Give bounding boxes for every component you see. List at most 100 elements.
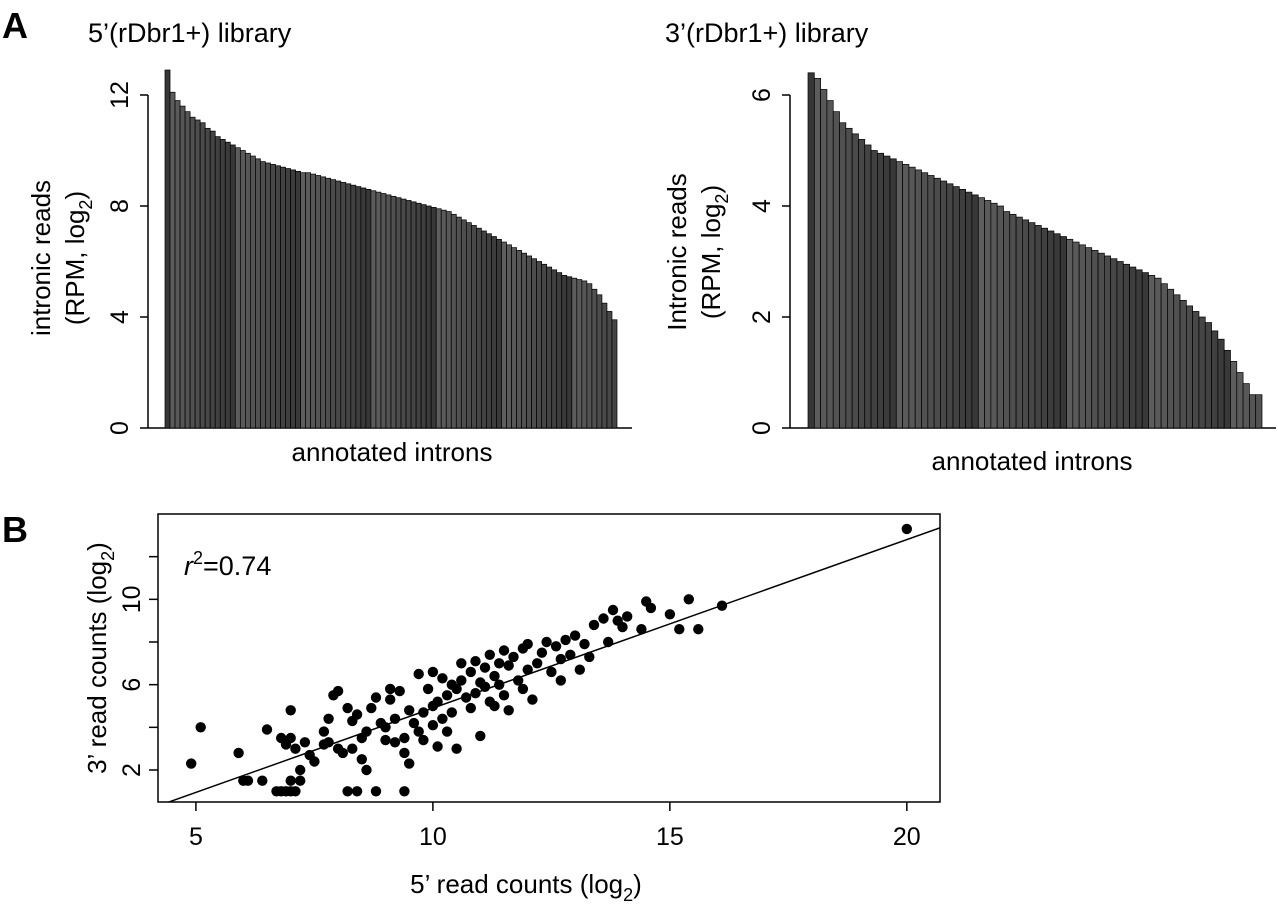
left-bar: [586, 283, 593, 429]
left-bar: [295, 170, 301, 429]
left-bar: [219, 139, 226, 429]
scatter-point: [546, 666, 557, 678]
left-bar: [536, 261, 543, 429]
scatter-point: [309, 756, 320, 767]
left-y-label-sub: 2: [76, 200, 96, 210]
right-bar: [1072, 241, 1080, 429]
left-chart-title: 5’(rDbr1+) library: [88, 18, 292, 48]
scatter-point: [489, 700, 500, 712]
right-bar: [851, 133, 859, 429]
left-bar: [375, 191, 382, 429]
scatter-point: [385, 694, 396, 705]
right-y-label-sub: 2: [712, 194, 732, 204]
scatter-x-tick-label: 5: [189, 823, 203, 851]
left-bar: [320, 176, 327, 429]
scatter-point: [607, 604, 619, 616]
left-bar: [310, 173, 317, 429]
left-bar: [566, 276, 573, 429]
scatter-point: [323, 713, 334, 724]
scatter-point: [498, 690, 510, 701]
left-bar: [395, 197, 402, 429]
scatter-point: [242, 775, 254, 786]
scatter-point: [901, 523, 912, 535]
scatter-point: [579, 638, 590, 650]
scatter-point: [645, 602, 657, 614]
scatter-axes: 5 10 15 20 2 6 10: [118, 555, 921, 851]
scatter-point: [342, 786, 353, 797]
left-bar: [360, 187, 367, 429]
scatter-point: [636, 624, 647, 635]
left-bar: [425, 205, 432, 429]
scatter-point: [494, 658, 505, 669]
scatter-point: [295, 775, 306, 786]
left-bar: [445, 211, 452, 429]
right-bar: [1242, 383, 1250, 429]
left-bar: [506, 244, 512, 429]
scatter-point: [475, 730, 486, 742]
right-bar: [813, 77, 821, 429]
scatter-point: [565, 649, 576, 660]
left-bar: [561, 275, 568, 429]
right-bar: [1249, 394, 1257, 429]
right-bar: [1141, 272, 1149, 429]
left-bar: [199, 122, 206, 429]
left-bar: [491, 236, 497, 429]
left-bar: [224, 141, 231, 429]
scatter-point: [399, 747, 410, 759]
right-bar: [1211, 330, 1219, 429]
scatter-point: [470, 688, 481, 699]
left-bar: [214, 136, 221, 429]
left-bar: [325, 177, 332, 429]
scatter-point: [536, 647, 548, 658]
left-bar: [300, 172, 306, 429]
right-bar: [1179, 300, 1187, 429]
right-bar: [1022, 219, 1030, 429]
left-bar: [380, 193, 387, 429]
scatter-point: [598, 613, 609, 624]
right-bar: [940, 180, 948, 429]
left-bar: [385, 194, 392, 429]
r-squared-annotation: r2=0.74: [184, 548, 271, 581]
panel-a-letter: A: [2, 5, 28, 46]
right-bar: [990, 202, 998, 429]
right-bar: [1167, 288, 1175, 429]
right-bar: [807, 72, 815, 429]
right-bar: [908, 166, 916, 429]
scatter-point: [522, 638, 533, 650]
right-bar: [958, 189, 966, 429]
scatter-point: [513, 675, 524, 686]
left-bar: [365, 189, 372, 429]
scatter-point: [456, 658, 467, 669]
scatter-point: [361, 764, 372, 776]
scatter-point: [716, 600, 728, 611]
left-y-tick-label-12: 12: [106, 81, 134, 109]
right-bar: [1066, 238, 1074, 429]
left-bar: [516, 250, 522, 429]
scatter-point: [370, 786, 382, 797]
r-squared-superscript: 2: [193, 548, 203, 568]
right-bar: [1034, 225, 1042, 429]
scatter-point: [380, 722, 391, 733]
scatter-point: [285, 775, 296, 786]
left-bar: [174, 100, 181, 429]
scatter-point: [257, 775, 268, 786]
left-bar: [450, 213, 457, 429]
left-bar: [239, 150, 246, 429]
scatter-point: [541, 636, 552, 648]
scatter-point: [522, 664, 533, 675]
right-bar: [1255, 394, 1263, 429]
left-bar: [435, 208, 442, 429]
panel-b-letter: B: [2, 509, 28, 550]
scatter-point: [465, 666, 476, 678]
left-bar: [596, 294, 603, 429]
right-bar: [858, 139, 866, 429]
left-bar: [591, 288, 598, 429]
left-bar: [275, 165, 281, 429]
right-bar: [1085, 247, 1093, 429]
right-bar: [845, 127, 853, 429]
right-bar: [1223, 349, 1231, 429]
left-bar: [476, 227, 482, 429]
scatter-point: [432, 741, 443, 752]
left-bar: [455, 216, 462, 429]
